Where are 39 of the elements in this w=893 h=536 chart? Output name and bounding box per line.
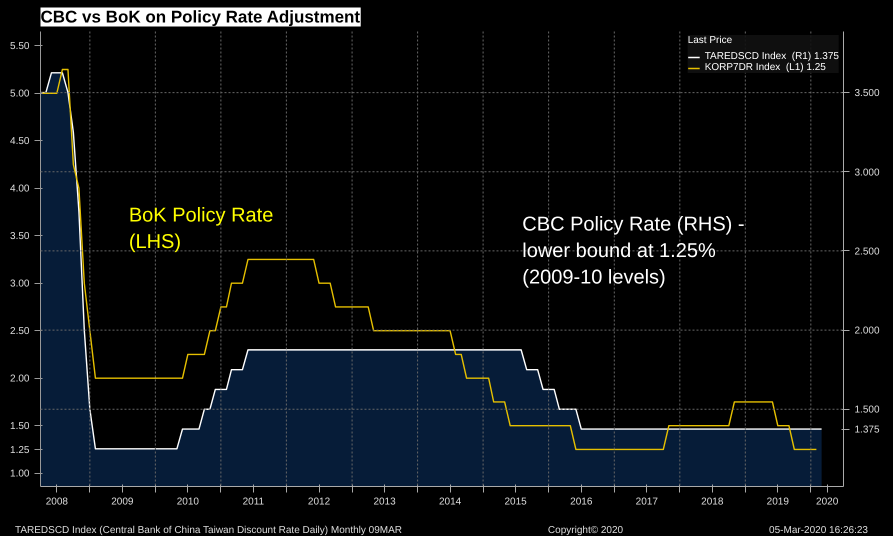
- y-tick-label: 5.00: [10, 88, 30, 100]
- x-tick-label: 2013: [373, 496, 396, 508]
- y2-tick-label: 1.375: [854, 424, 880, 436]
- x-tick-label: 2010: [176, 496, 200, 508]
- x-tick-label: 2019: [766, 496, 790, 508]
- annotation: CBC Policy Rate (RHS) - lower bound at 1.25% (2009-10 levels): [522, 214, 745, 288]
- legend-label: KORP7DR Index (L1) 1.25: [704, 62, 826, 73]
- text: 05-Mar-2020 16:26:23: [769, 524, 868, 536]
- y2-tick-label: 2.500: [854, 246, 880, 258]
- y-tick-label: 3.50: [10, 231, 30, 242]
- y-tick-label: 2.50: [10, 326, 30, 338]
- y-tick-label: 4.50: [10, 136, 30, 148]
- annotation: BoK Policy Rate (LHS): [128, 204, 274, 253]
- y-tick-label: 1.00: [10, 468, 30, 480]
- x-tick-label: 2020: [816, 496, 839, 508]
- text: TAREDSCD Index (Central Bank of China Taiwan Discount Rate Daily) Monthly 09MAR: [15, 524, 402, 536]
- x-tick-label: 2018: [701, 496, 724, 508]
- x-tick-label: 2012: [308, 496, 331, 508]
- y-tick-label: 2.00: [10, 374, 30, 385]
- x-tick-label: 2008: [46, 496, 68, 508]
- x-tick-label: 2014: [438, 496, 462, 508]
- y-tick-label: 3.00: [10, 278, 30, 290]
- legend-title: Last Price: [688, 35, 734, 46]
- y-tick-label: 1.50: [10, 421, 30, 432]
- y2-tick-label: 3.500: [854, 88, 880, 100]
- y-tick-label: 4.00: [10, 184, 30, 195]
- text: Copyright© 2020: [548, 524, 624, 536]
- x-tick-label: 2017: [636, 496, 658, 508]
- chart-title: CBC vs BoK on Policy Rate Adjustment: [40, 8, 360, 26]
- x-tick-label: 2009: [111, 496, 134, 508]
- y2-tick-label: 2.000: [854, 326, 880, 337]
- x-tick-label: 2016: [570, 496, 593, 508]
- y2-tick-label: 3.000: [854, 167, 880, 178]
- legend-label: TAREDSCD Index (R1) 1.375: [704, 51, 839, 62]
- y-tick-label: 1.25: [10, 444, 30, 456]
- x-tick-label: 2011: [242, 496, 265, 508]
- y2-tick-label: 1.500: [854, 404, 880, 416]
- x-tick-label: 2015: [504, 496, 528, 508]
- y-tick-label: 5.50: [10, 41, 30, 52]
